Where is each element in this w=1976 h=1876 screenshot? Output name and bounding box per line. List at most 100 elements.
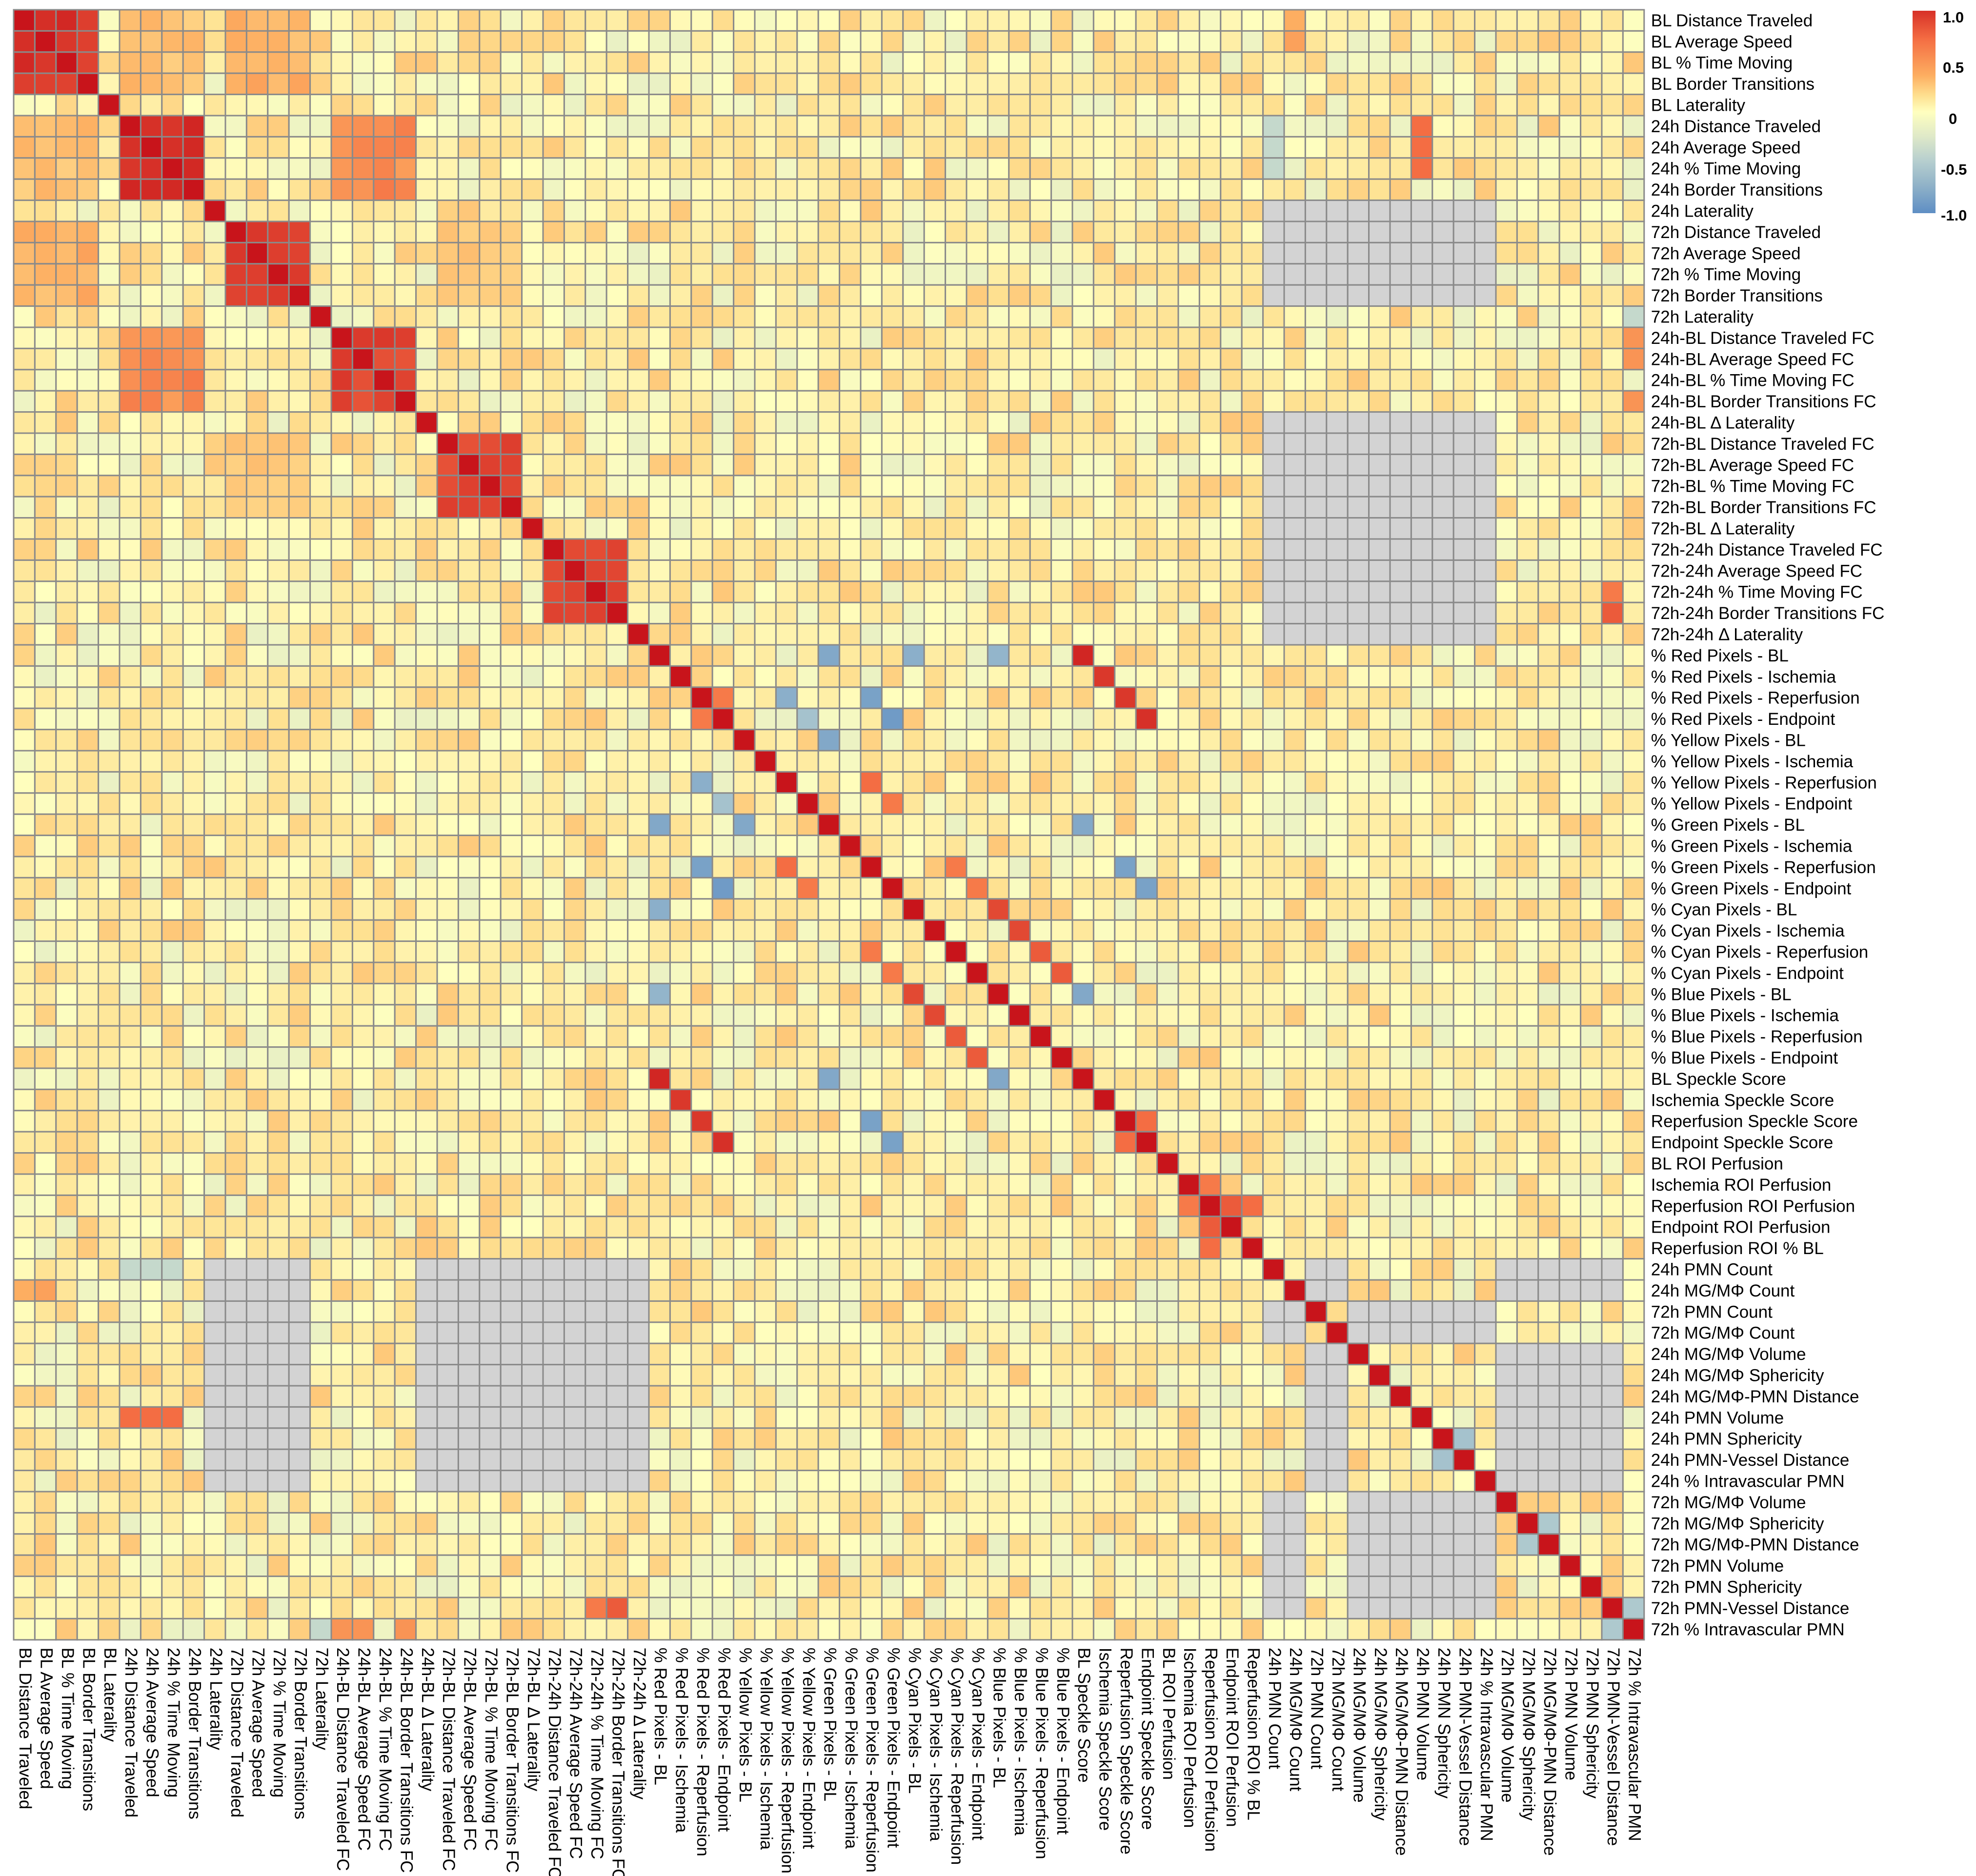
heatmap-cell — [902, 263, 925, 286]
heatmap-cell — [203, 982, 226, 1006]
heatmap-cell — [245, 771, 269, 794]
heatmap-cell — [140, 856, 163, 878]
heatmap-cell — [479, 644, 502, 667]
heatmap-cell — [76, 1067, 100, 1090]
heatmap-cell — [711, 30, 735, 53]
heatmap-cell — [267, 220, 290, 243]
heatmap-cell — [1537, 1300, 1560, 1323]
heatmap-cell — [1537, 644, 1560, 667]
heatmap-cell — [1283, 72, 1306, 96]
heatmap-cell — [1092, 453, 1116, 477]
heatmap-cell — [119, 1025, 141, 1048]
heatmap-cell — [1050, 1046, 1073, 1069]
heatmap-cell — [1177, 771, 1200, 794]
heatmap-cell — [224, 835, 247, 858]
heatmap-cell — [605, 200, 629, 222]
heatmap-cell — [1156, 432, 1179, 455]
heatmap-cell — [76, 1004, 100, 1027]
heatmap-cell — [161, 1300, 184, 1323]
heatmap-cell — [500, 115, 523, 138]
heatmap-cell — [775, 305, 798, 328]
heatmap-cell — [161, 771, 184, 794]
heatmap-cell-na — [1389, 411, 1412, 434]
heatmap-cell — [1580, 856, 1603, 878]
heatmap-cell — [1029, 1258, 1052, 1281]
heatmap-cell-na — [1368, 475, 1391, 498]
heatmap-cell — [605, 432, 629, 455]
heatmap-cell — [1135, 961, 1158, 984]
heatmap-cell — [1114, 220, 1137, 243]
heatmap-cell — [1516, 750, 1539, 773]
heatmap-cell — [881, 1025, 904, 1048]
heatmap-cell — [373, 496, 396, 519]
heatmap-cell — [1304, 729, 1328, 752]
heatmap-cell — [436, 369, 459, 392]
heatmap-cell — [563, 1131, 586, 1154]
heatmap-cell — [648, 136, 671, 159]
heatmap-cell-na — [1432, 1321, 1454, 1344]
heatmap-cell — [1029, 1321, 1052, 1344]
heatmap-cell — [34, 157, 57, 180]
heatmap-cell — [309, 517, 332, 540]
heatmap-cell — [140, 157, 163, 180]
heatmap-cell — [394, 475, 417, 498]
heatmap-cell — [34, 347, 57, 371]
heatmap-cell — [987, 898, 1010, 921]
heatmap-cell — [817, 559, 841, 582]
heatmap-cell — [55, 432, 78, 455]
heatmap-cell — [351, 1216, 375, 1238]
heatmap-cell — [1474, 982, 1497, 1006]
heatmap-cell — [436, 72, 459, 96]
heatmap-cell — [1452, 157, 1476, 180]
heatmap-cell — [13, 1004, 36, 1027]
heatmap-cell — [34, 771, 57, 794]
heatmap-cell — [521, 305, 544, 328]
heatmap-cell — [669, 877, 692, 900]
heatmap-cell — [203, 707, 226, 731]
heatmap-cell — [902, 200, 925, 222]
heatmap-cell-na — [1474, 580, 1497, 603]
heatmap-cell — [436, 1067, 459, 1090]
heatmap-cell — [1516, 263, 1539, 286]
heatmap-cell — [669, 1279, 692, 1302]
heatmap-cell — [1156, 178, 1179, 201]
heatmap-cell — [1071, 178, 1094, 201]
heatmap-cell — [627, 919, 650, 942]
heatmap-cell — [245, 856, 269, 878]
heatmap-cell — [945, 729, 968, 752]
heatmap-cell — [203, 432, 226, 455]
heatmap-cell — [987, 1004, 1010, 1027]
heatmap-cell — [585, 1237, 607, 1260]
heatmap-cell — [1071, 665, 1094, 688]
heatmap-cell — [1368, 940, 1391, 963]
heatmap-cell — [245, 263, 269, 286]
heatmap-cell — [1071, 1364, 1094, 1387]
heatmap-cell — [1558, 1216, 1582, 1238]
heatmap-cell — [119, 178, 141, 201]
heatmap-cell — [415, 72, 438, 96]
heatmap-cell — [1220, 347, 1243, 371]
heatmap-cell — [351, 1300, 375, 1323]
heatmap-cell — [373, 1046, 396, 1069]
heatmap-cell — [1452, 178, 1476, 201]
heatmap-cell — [1008, 1216, 1031, 1238]
heatmap-cell — [34, 1300, 57, 1323]
heatmap-cell — [923, 792, 947, 815]
heatmap-cell — [76, 263, 100, 286]
heatmap-cell — [1389, 856, 1412, 878]
heatmap-cell-na — [521, 1258, 544, 1281]
heatmap-cell — [711, 750, 735, 773]
heatmap-cell — [521, 1152, 544, 1175]
heatmap-cell — [733, 707, 756, 731]
heatmap-cell — [839, 200, 862, 222]
heatmap-cell — [563, 792, 586, 815]
heatmap-cell — [34, 1258, 57, 1281]
heatmap-cell — [224, 263, 247, 286]
heatmap-cell-na — [267, 1279, 290, 1302]
heatmap-cell — [648, 686, 671, 709]
heatmap-cell — [860, 475, 883, 498]
heatmap-cell — [1135, 1194, 1158, 1217]
heatmap-cell — [733, 72, 756, 96]
heatmap-cell — [1198, 729, 1222, 752]
heatmap-cell — [479, 347, 502, 371]
